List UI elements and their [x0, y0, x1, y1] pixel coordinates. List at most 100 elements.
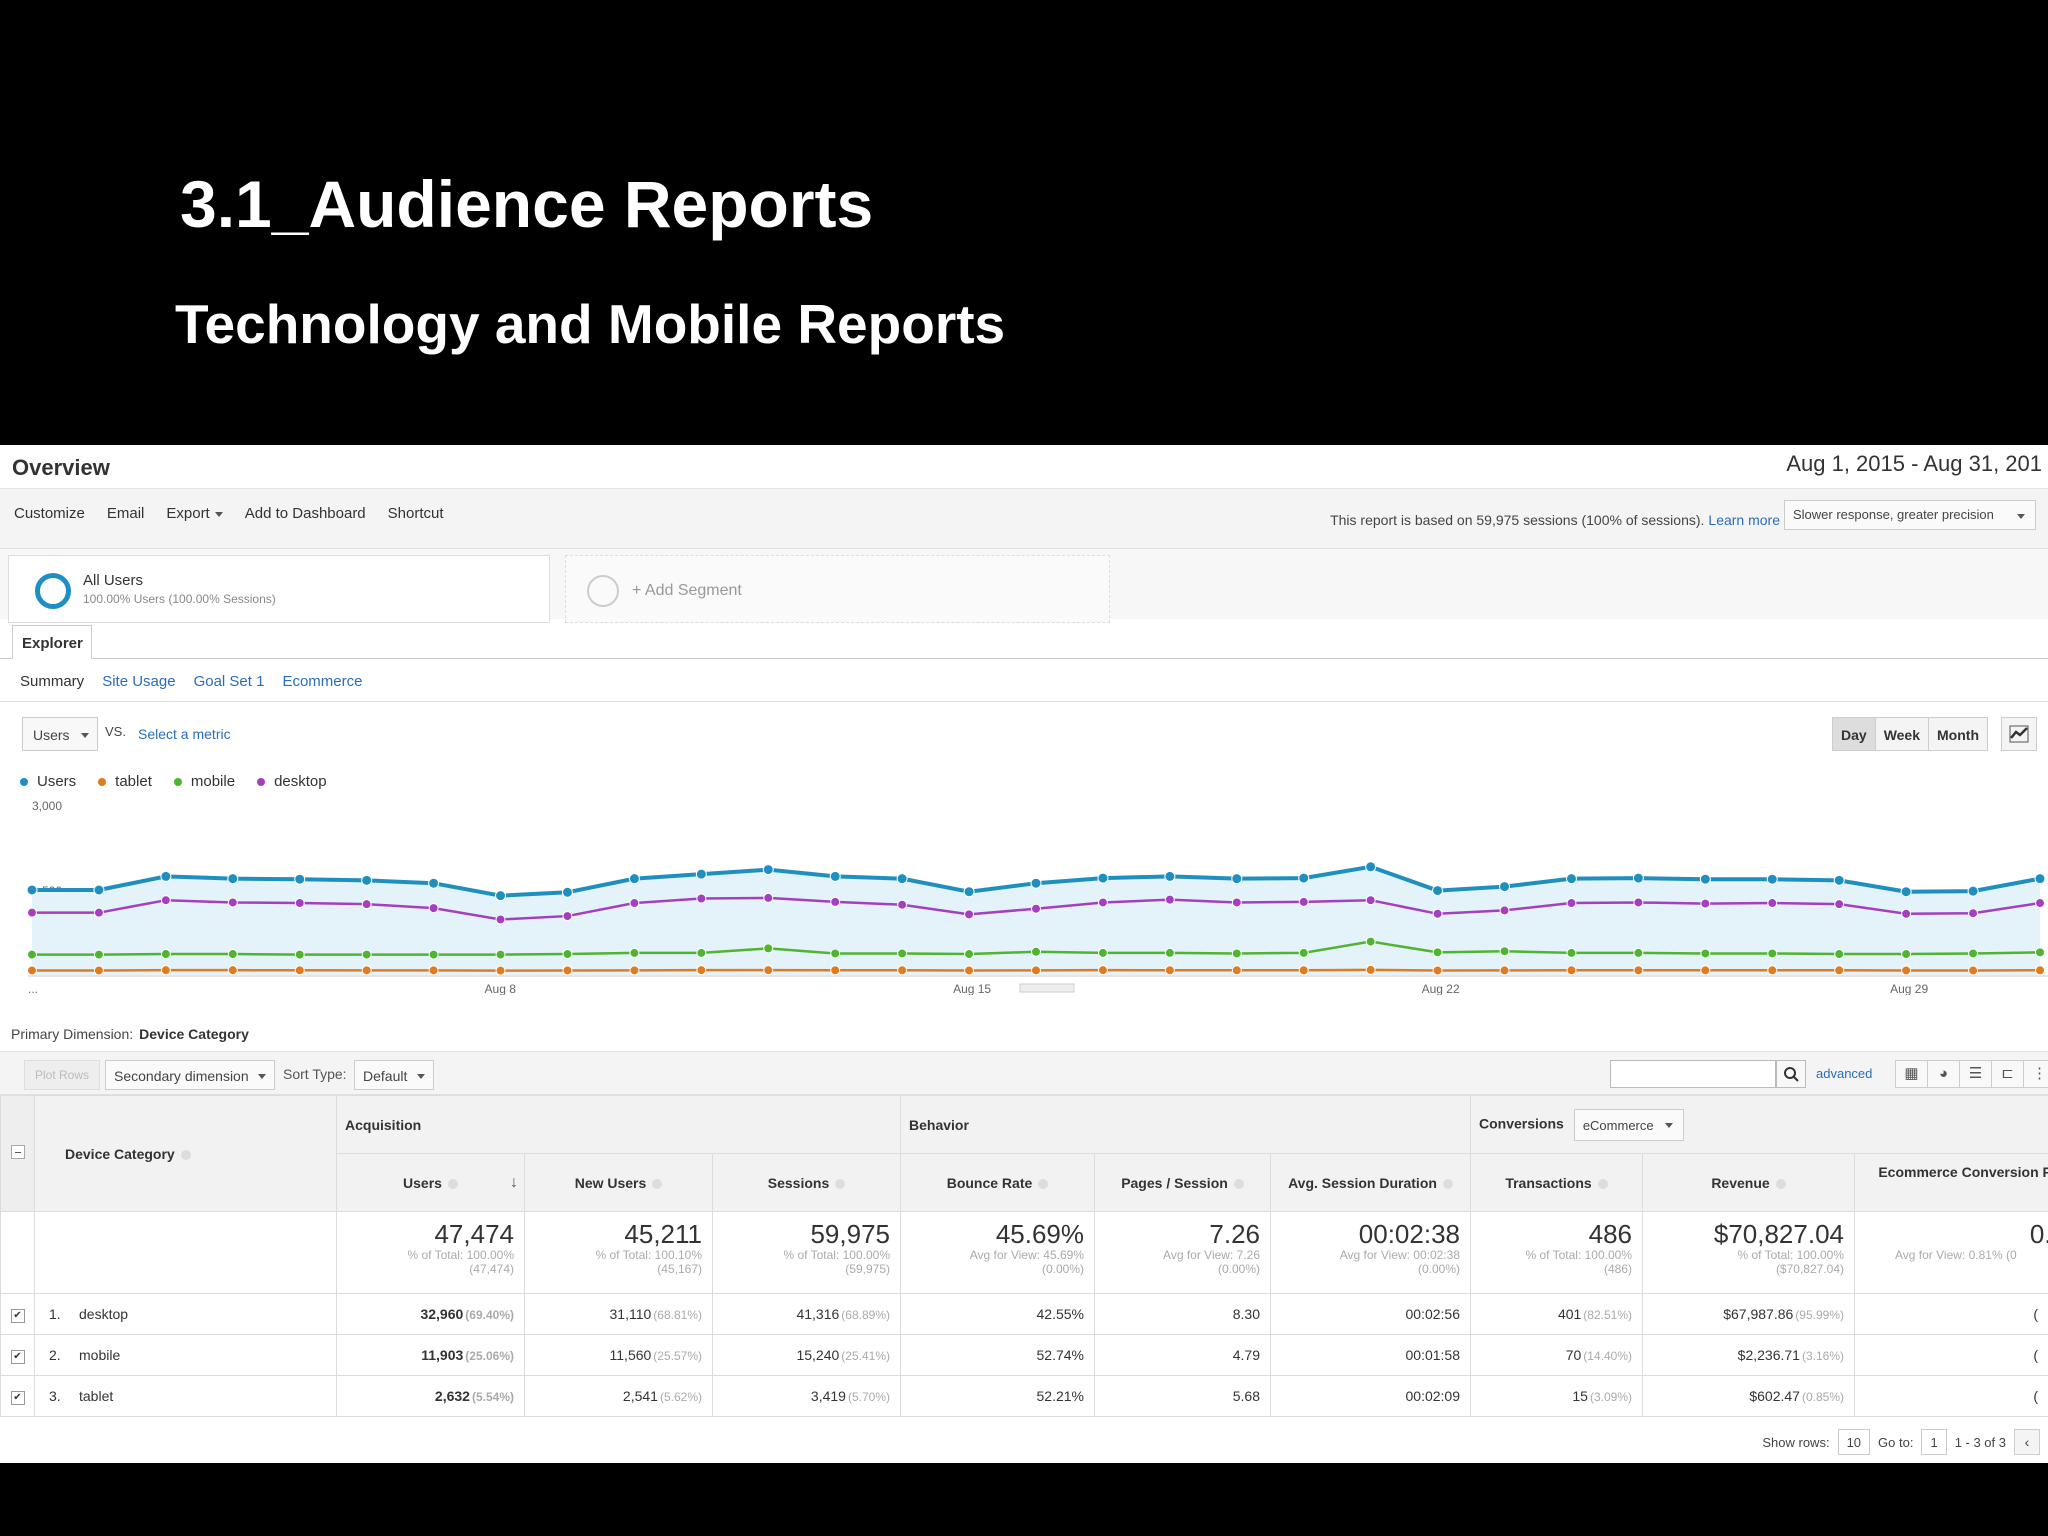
email-button[interactable]: Email [106, 505, 145, 522]
data-point-tablet[interactable] [495, 965, 506, 976]
tab-explorer[interactable]: Explorer [12, 625, 92, 659]
data-point-users[interactable] [695, 868, 707, 880]
data-point-mobile[interactable] [1231, 948, 1242, 959]
select-all-checkbox[interactable] [10, 1145, 25, 1159]
column-ecommerce-conversion-rate[interactable]: Ecommerce Conversion R [1854, 1153, 2048, 1212]
data-point-users[interactable] [1030, 877, 1042, 889]
data-point-users[interactable] [1565, 873, 1577, 885]
data-point-mobile[interactable] [93, 949, 104, 960]
data-point-tablet[interactable] [1298, 965, 1309, 976]
data-point-users[interactable] [2034, 873, 2046, 885]
data-point-desktop[interactable] [495, 914, 506, 925]
data-point-tablet[interactable] [1164, 965, 1175, 976]
pie-view-icon[interactable]: ◕ [1927, 1060, 1960, 1088]
data-point-desktop[interactable] [897, 899, 908, 910]
data-point-tablet[interactable] [1834, 965, 1845, 976]
data-point-desktop[interactable] [1700, 898, 1711, 909]
data-point-users[interactable] [495, 890, 507, 902]
data-point-mobile[interactable] [2035, 947, 2045, 958]
grid-view-icon[interactable]: ▦ [1895, 1060, 1928, 1088]
data-point-mobile[interactable] [361, 949, 372, 960]
data-point-users[interactable] [1967, 885, 1979, 897]
data-point-users[interactable] [1231, 873, 1243, 885]
device-category-header[interactable]: Device Category [34, 1095, 337, 1212]
data-point-desktop[interactable] [763, 892, 774, 903]
data-point-desktop[interactable] [294, 898, 305, 909]
data-point-mobile[interactable] [830, 948, 841, 959]
conversions-select[interactable]: eCommerce [1573, 1108, 1684, 1141]
export-button[interactable]: Export [166, 505, 223, 522]
data-point-desktop[interactable] [1164, 894, 1175, 905]
data-point-mobile[interactable] [763, 943, 774, 954]
data-point-desktop[interactable] [1231, 897, 1242, 908]
data-point-mobile[interactable] [696, 947, 707, 958]
data-point-desktop[interactable] [1031, 903, 1041, 914]
select-metric-link[interactable]: Select a metric [138, 726, 231, 742]
column-bounce-rate[interactable]: Bounce Rate [900, 1153, 1095, 1212]
data-point-tablet[interactable] [830, 965, 841, 976]
data-point-desktop[interactable] [1365, 895, 1376, 906]
data-point-users[interactable] [963, 886, 975, 898]
data-point-users[interactable] [1833, 874, 1845, 886]
go-to-input[interactable]: 1 [1921, 1429, 1947, 1455]
data-point-tablet[interactable] [1097, 965, 1108, 976]
data-point-tablet[interactable] [964, 965, 975, 976]
data-point-users[interactable] [1900, 886, 1912, 898]
data-point-desktop[interactable] [428, 903, 439, 914]
data-point-tablet[interactable] [1566, 965, 1577, 976]
data-point-mobile[interactable] [227, 949, 238, 960]
data-point-mobile[interactable] [1164, 947, 1175, 958]
subtab-ecommerce[interactable]: Ecommerce [282, 673, 363, 690]
data-point-desktop[interactable] [93, 907, 104, 918]
data-point-desktop[interactable] [1499, 905, 1510, 916]
data-point-mobile[interactable] [1566, 947, 1577, 958]
data-point-tablet[interactable] [562, 965, 573, 976]
data-point-users[interactable] [1432, 885, 1444, 897]
search-button[interactable] [1776, 1060, 1806, 1088]
data-point-users[interactable] [628, 873, 640, 885]
data-point-mobile[interactable] [1365, 936, 1376, 947]
period-day-button[interactable]: Day [1832, 717, 1876, 751]
add-segment-button[interactable]: + Add Segment [565, 555, 1110, 623]
data-point-desktop[interactable] [1432, 908, 1443, 919]
data-point-users[interactable] [762, 864, 774, 876]
data-point-tablet[interactable] [428, 965, 439, 976]
data-point-tablet[interactable] [696, 965, 707, 976]
data-point-mobile[interactable] [1901, 949, 1912, 960]
chart-resize-handle[interactable] [1019, 983, 1075, 993]
data-point-mobile[interactable] [294, 949, 305, 960]
data-point-tablet[interactable] [160, 965, 171, 976]
data-point-users[interactable] [1298, 872, 1310, 884]
data-point-users[interactable] [896, 873, 908, 885]
data-point-desktop[interactable] [2035, 898, 2045, 909]
data-point-desktop[interactable] [361, 899, 372, 910]
data-point-desktop[interactable] [1097, 897, 1108, 908]
data-point-tablet[interactable] [763, 965, 774, 976]
row-checkbox[interactable]: ✔ [10, 1309, 25, 1323]
pivot-view-icon[interactable]: ⋮ [2023, 1060, 2048, 1088]
data-point-tablet[interactable] [27, 965, 37, 976]
metric-select[interactable]: Users [22, 717, 98, 751]
column-sessions[interactable]: Sessions [712, 1153, 901, 1212]
data-point-desktop[interactable] [964, 909, 975, 920]
data-point-mobile[interactable] [27, 949, 37, 960]
data-point-desktop[interactable] [1767, 898, 1778, 909]
data-point-users[interactable] [160, 870, 172, 882]
data-point-mobile[interactable] [1499, 946, 1510, 957]
data-point-tablet[interactable] [1700, 965, 1711, 976]
add-to-dashboard-button[interactable]: Add to Dashboard [244, 505, 366, 522]
data-point-users[interactable] [829, 870, 841, 882]
data-point-mobile[interactable] [1834, 949, 1845, 960]
data-point-users[interactable] [1499, 881, 1511, 893]
data-point-mobile[interactable] [1633, 947, 1644, 958]
row-checkbox[interactable]: ✔ [10, 1350, 25, 1364]
data-point-mobile[interactable] [1298, 947, 1309, 958]
data-point-tablet[interactable] [1499, 965, 1510, 976]
data-point-mobile[interactable] [1968, 948, 1979, 959]
plot-rows-button[interactable]: Plot Rows [24, 1060, 100, 1090]
data-point-mobile[interactable] [1700, 948, 1711, 959]
data-point-desktop[interactable] [562, 911, 573, 922]
sort-type-select[interactable]: Default [354, 1060, 434, 1090]
show-rows-select[interactable]: 10 [1837, 1429, 1871, 1455]
data-point-tablet[interactable] [93, 965, 104, 976]
